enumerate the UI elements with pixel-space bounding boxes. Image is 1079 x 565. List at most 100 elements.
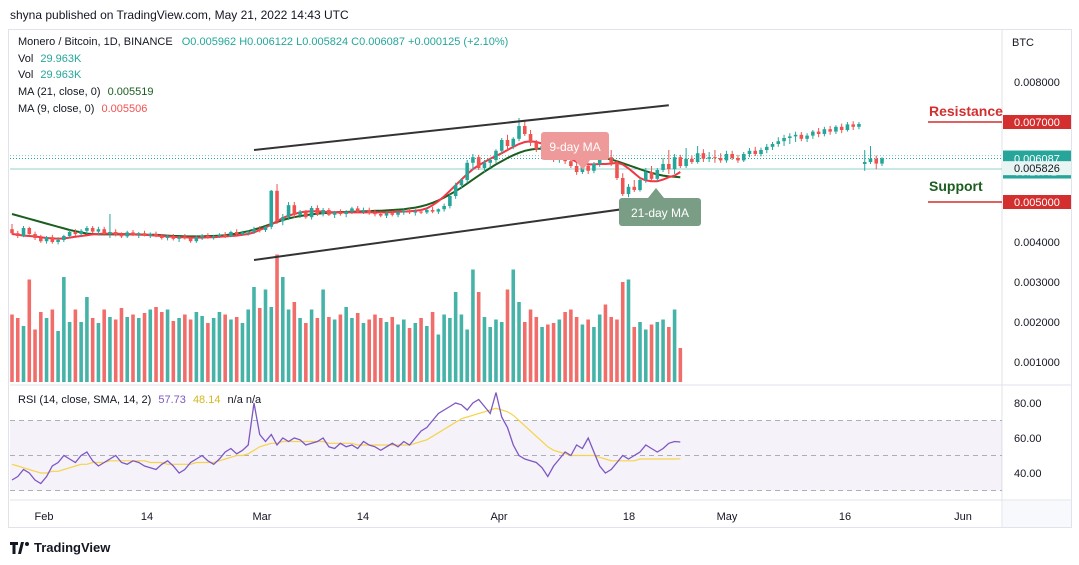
volume-bar	[419, 318, 423, 382]
volume-bar	[471, 269, 475, 382]
candle-body	[33, 234, 37, 238]
volume-bar	[246, 309, 251, 382]
candle-body	[102, 229, 106, 234]
candle-body	[857, 124, 861, 127]
candle-body	[229, 232, 233, 237]
candle-body	[15, 233, 20, 236]
volume-bar	[257, 308, 262, 382]
volume-bar	[338, 314, 343, 382]
volume-bar	[113, 319, 118, 382]
volume-bar	[396, 324, 400, 382]
volume-bar	[592, 327, 596, 382]
footer-brand[interactable]: TradingView	[10, 540, 110, 555]
candle-body	[678, 157, 683, 166]
candle-body	[494, 150, 498, 160]
candle-body	[453, 185, 458, 196]
price-tick: 0.001000	[1014, 357, 1060, 369]
price-tick: 0.002000	[1014, 317, 1060, 329]
candle-body	[298, 211, 302, 215]
resistance-price-tag	[1003, 115, 1071, 129]
volume-bar	[546, 324, 550, 382]
candle-body	[355, 208, 360, 212]
volume-bar	[183, 314, 187, 382]
volume-bar	[402, 319, 406, 382]
volume-bar	[85, 297, 89, 382]
candle-body	[281, 217, 285, 222]
legend-ma9-label: MA (9, close, 0)	[18, 103, 95, 115]
candle-body	[655, 170, 660, 179]
volume-bar	[119, 308, 124, 382]
candle-body	[79, 230, 83, 234]
candle-body	[350, 208, 354, 212]
volume-bar	[551, 323, 556, 382]
volume-bar	[309, 309, 314, 382]
candle-body	[275, 190, 279, 222]
volume-bar	[413, 323, 418, 382]
candle-body	[488, 160, 492, 163]
trendline-lower	[253, 200, 681, 261]
support-price-tag	[1003, 195, 1071, 209]
candle-body	[378, 214, 383, 216]
chart-frame[interactable]	[8, 29, 1072, 528]
candle-body	[21, 228, 26, 236]
ma9-callout	[541, 132, 609, 160]
volume-bar	[298, 318, 302, 382]
candle-body	[620, 178, 625, 194]
candle-body	[609, 157, 613, 163]
candle-body	[764, 146, 769, 150]
candle-body	[759, 150, 763, 154]
legend-vol1-label: Vol	[18, 53, 34, 65]
candle-body	[822, 129, 827, 134]
volume-bar	[344, 307, 348, 382]
volume-bar	[125, 317, 130, 382]
candle-body	[528, 134, 533, 143]
candle-body	[517, 126, 521, 139]
volume-bar	[90, 318, 95, 382]
candle-body	[402, 210, 406, 213]
time-tick: Jun	[954, 511, 972, 523]
candle-body	[10, 229, 14, 234]
candle-body	[868, 158, 873, 162]
candle-body	[442, 206, 446, 210]
legend-ohlc: O0.005962 H0.006122 L0.005824 C0.006087 …	[181, 36, 509, 48]
volume-bar	[44, 318, 49, 382]
volume-bar	[488, 327, 492, 382]
candle-body	[396, 212, 400, 215]
legend-rsi-row: RSI (14, close, SMA, 14, 2) 57.73 48.14 …	[18, 394, 261, 406]
volume-bar	[148, 309, 153, 382]
volume-bar	[108, 317, 112, 382]
volume-bar	[131, 314, 135, 382]
footer-brand-label: TradingView	[34, 540, 111, 555]
candle-body	[73, 232, 78, 234]
candle-body	[252, 229, 256, 232]
candle-body	[851, 124, 855, 127]
candle-body	[108, 232, 112, 234]
candle-body	[430, 210, 435, 212]
ma9-callout-label: 9-day MA	[549, 140, 600, 154]
candle-body	[50, 237, 55, 242]
candle-body	[425, 210, 429, 213]
volume-bar	[453, 292, 458, 382]
candle-body	[338, 212, 343, 214]
volume-bar	[39, 312, 43, 382]
candle-body	[643, 172, 648, 180]
candle-body	[505, 140, 510, 146]
volume-bar	[672, 309, 677, 382]
candle-body	[171, 236, 176, 239]
candle-body	[736, 158, 740, 161]
volume-bar	[165, 309, 170, 382]
candle-body	[511, 138, 516, 146]
volume-bar	[436, 334, 441, 382]
volume-bar	[96, 323, 101, 382]
candle-body	[332, 212, 337, 215]
currency-label: BTC	[1012, 37, 1034, 49]
legend-ma9-row: MA (9, close, 0) 0.005506	[18, 103, 147, 115]
candle-body	[177, 237, 181, 239]
candle-body	[615, 162, 619, 178]
volume-bar	[569, 309, 573, 382]
volume-bar	[667, 327, 671, 382]
candle-body	[56, 240, 60, 242]
volume-bar	[286, 309, 291, 382]
candle-body	[649, 172, 654, 179]
